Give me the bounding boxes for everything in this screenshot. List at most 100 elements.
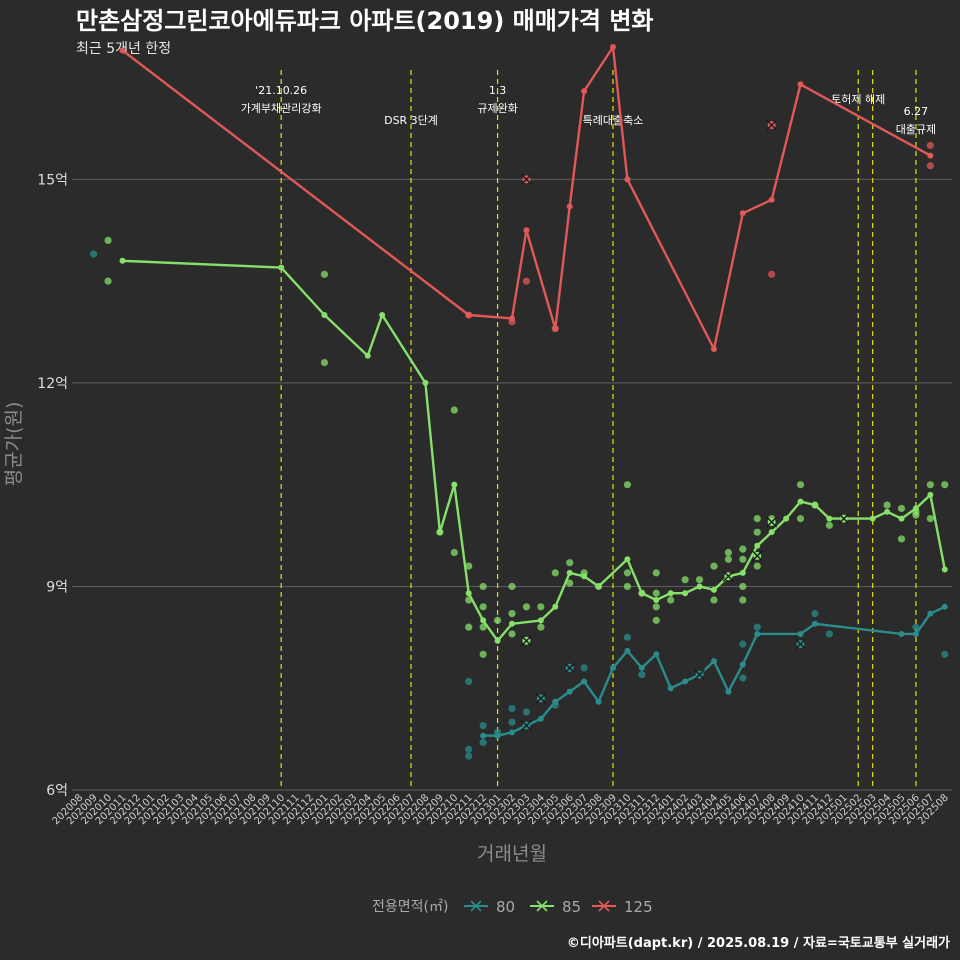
series-80-point [479,738,487,747]
series-80-avg-point [739,661,746,668]
series-85-point [753,562,761,570]
series-80-avg-point [941,603,948,610]
series-85-point [623,569,632,577]
series-125-avg-point [739,210,746,217]
legend-item-85: 85 [530,898,581,916]
series-85-point [897,504,906,513]
series-80-avg-point [811,620,818,627]
cancelled-marker-stroke [520,635,532,647]
legend-item-125: 125 [592,898,653,916]
series-80-point [580,664,588,672]
series-80-avg-point [682,678,689,685]
y-tick-label: 12억 [37,376,68,392]
series-80-avg-point [638,664,645,671]
series-85-point [320,358,329,367]
series-80-avg-point [725,688,732,695]
series-85-point [551,569,559,577]
series-125-avg-point [710,345,717,352]
series-85-point [710,596,718,604]
series-85-point [753,514,761,523]
series-80-avg-point [624,647,631,654]
series-125-avg-point [465,312,472,319]
series-85-avg-point [119,257,126,264]
series-85-point [479,650,487,658]
event-label: 토허제 해제 [831,92,885,106]
series-85-avg-point [321,312,328,319]
series-85-point [450,406,458,414]
series-85-point [652,616,660,624]
legend-label-125: 125 [624,898,653,916]
series-80-point [912,623,920,631]
series-85-point [739,596,747,604]
series-125-cancelled-marker [766,119,778,131]
cancelled-marker-stroke [520,720,532,732]
series-85-avg-point [494,637,501,644]
event-label: DSR 3단계 [384,114,438,127]
series-85-point [493,616,502,624]
series-85-point [926,481,934,489]
series-80-avg-point [927,610,934,617]
series-80-avg-point [509,729,515,736]
cancelled-marker-stroke [535,692,547,704]
series-85-avg-point [768,529,775,536]
series-125-avg-point [509,315,515,322]
event-label: 규제완화 [477,102,517,115]
series-85-point [623,582,632,591]
series-80-avg-point [898,630,905,637]
series-85-point [667,596,675,604]
series-80-avg-point [480,732,487,739]
series-125-avg-point [797,81,804,88]
series-85-point [926,514,934,523]
series-85-avg-point [624,556,631,563]
series-80-avg-point [667,685,674,692]
series-85-point [465,623,473,631]
series-85-avg-point [451,481,458,488]
series-80-cancelled-marker [694,669,706,681]
y-axis-title: 평균가(원) [3,402,25,487]
data-series [90,44,949,760]
series-125-avg-point [523,227,530,234]
series-125-avg-point [581,88,588,95]
series-85-avg-point [826,515,833,522]
series-85-point [796,514,805,523]
series-80-point [811,609,819,618]
series-85-point [537,623,545,631]
series-85-point [104,236,112,245]
series-80-point [638,671,646,679]
series-85-point [566,579,574,587]
series-85-avg-point [739,569,746,576]
series-85-avg-point [797,498,804,505]
series-80-cancelled-marker [535,692,547,704]
series-80-point [465,677,473,686]
series-85-point [623,481,632,489]
legend-swatch-cross [598,900,610,912]
series-125-point [926,162,934,170]
series-85-avg-point [379,312,386,319]
series-80-point [825,630,833,638]
cancelled-marker-stroke [564,662,576,674]
series-85-point [508,609,516,618]
event-label: '21.10.26 [255,84,307,97]
series-85-point [724,548,732,557]
series-85-point [883,501,891,509]
series-85-avg-point [941,566,948,573]
series-125-avg-point [119,47,126,54]
series-80-cancelled-marker [520,720,532,732]
series-125-avg-point [768,196,775,203]
series-85-point [681,576,689,584]
series-85-avg-point [422,379,429,386]
legend-item-80: 80 [464,898,515,916]
event-label: 6.27 [904,105,929,118]
series-85-point [739,545,747,553]
series-85-avg-point [566,569,573,576]
series-80-cancelled-marker [564,662,576,674]
event-label: 1.3 [489,84,507,97]
series-85-avg-point [710,586,717,593]
cancelled-marker-stroke [694,669,706,681]
cancelled-marker-stroke [795,638,807,650]
series-80-avg-point [494,732,501,739]
cancelled-marker-stroke [520,173,532,185]
